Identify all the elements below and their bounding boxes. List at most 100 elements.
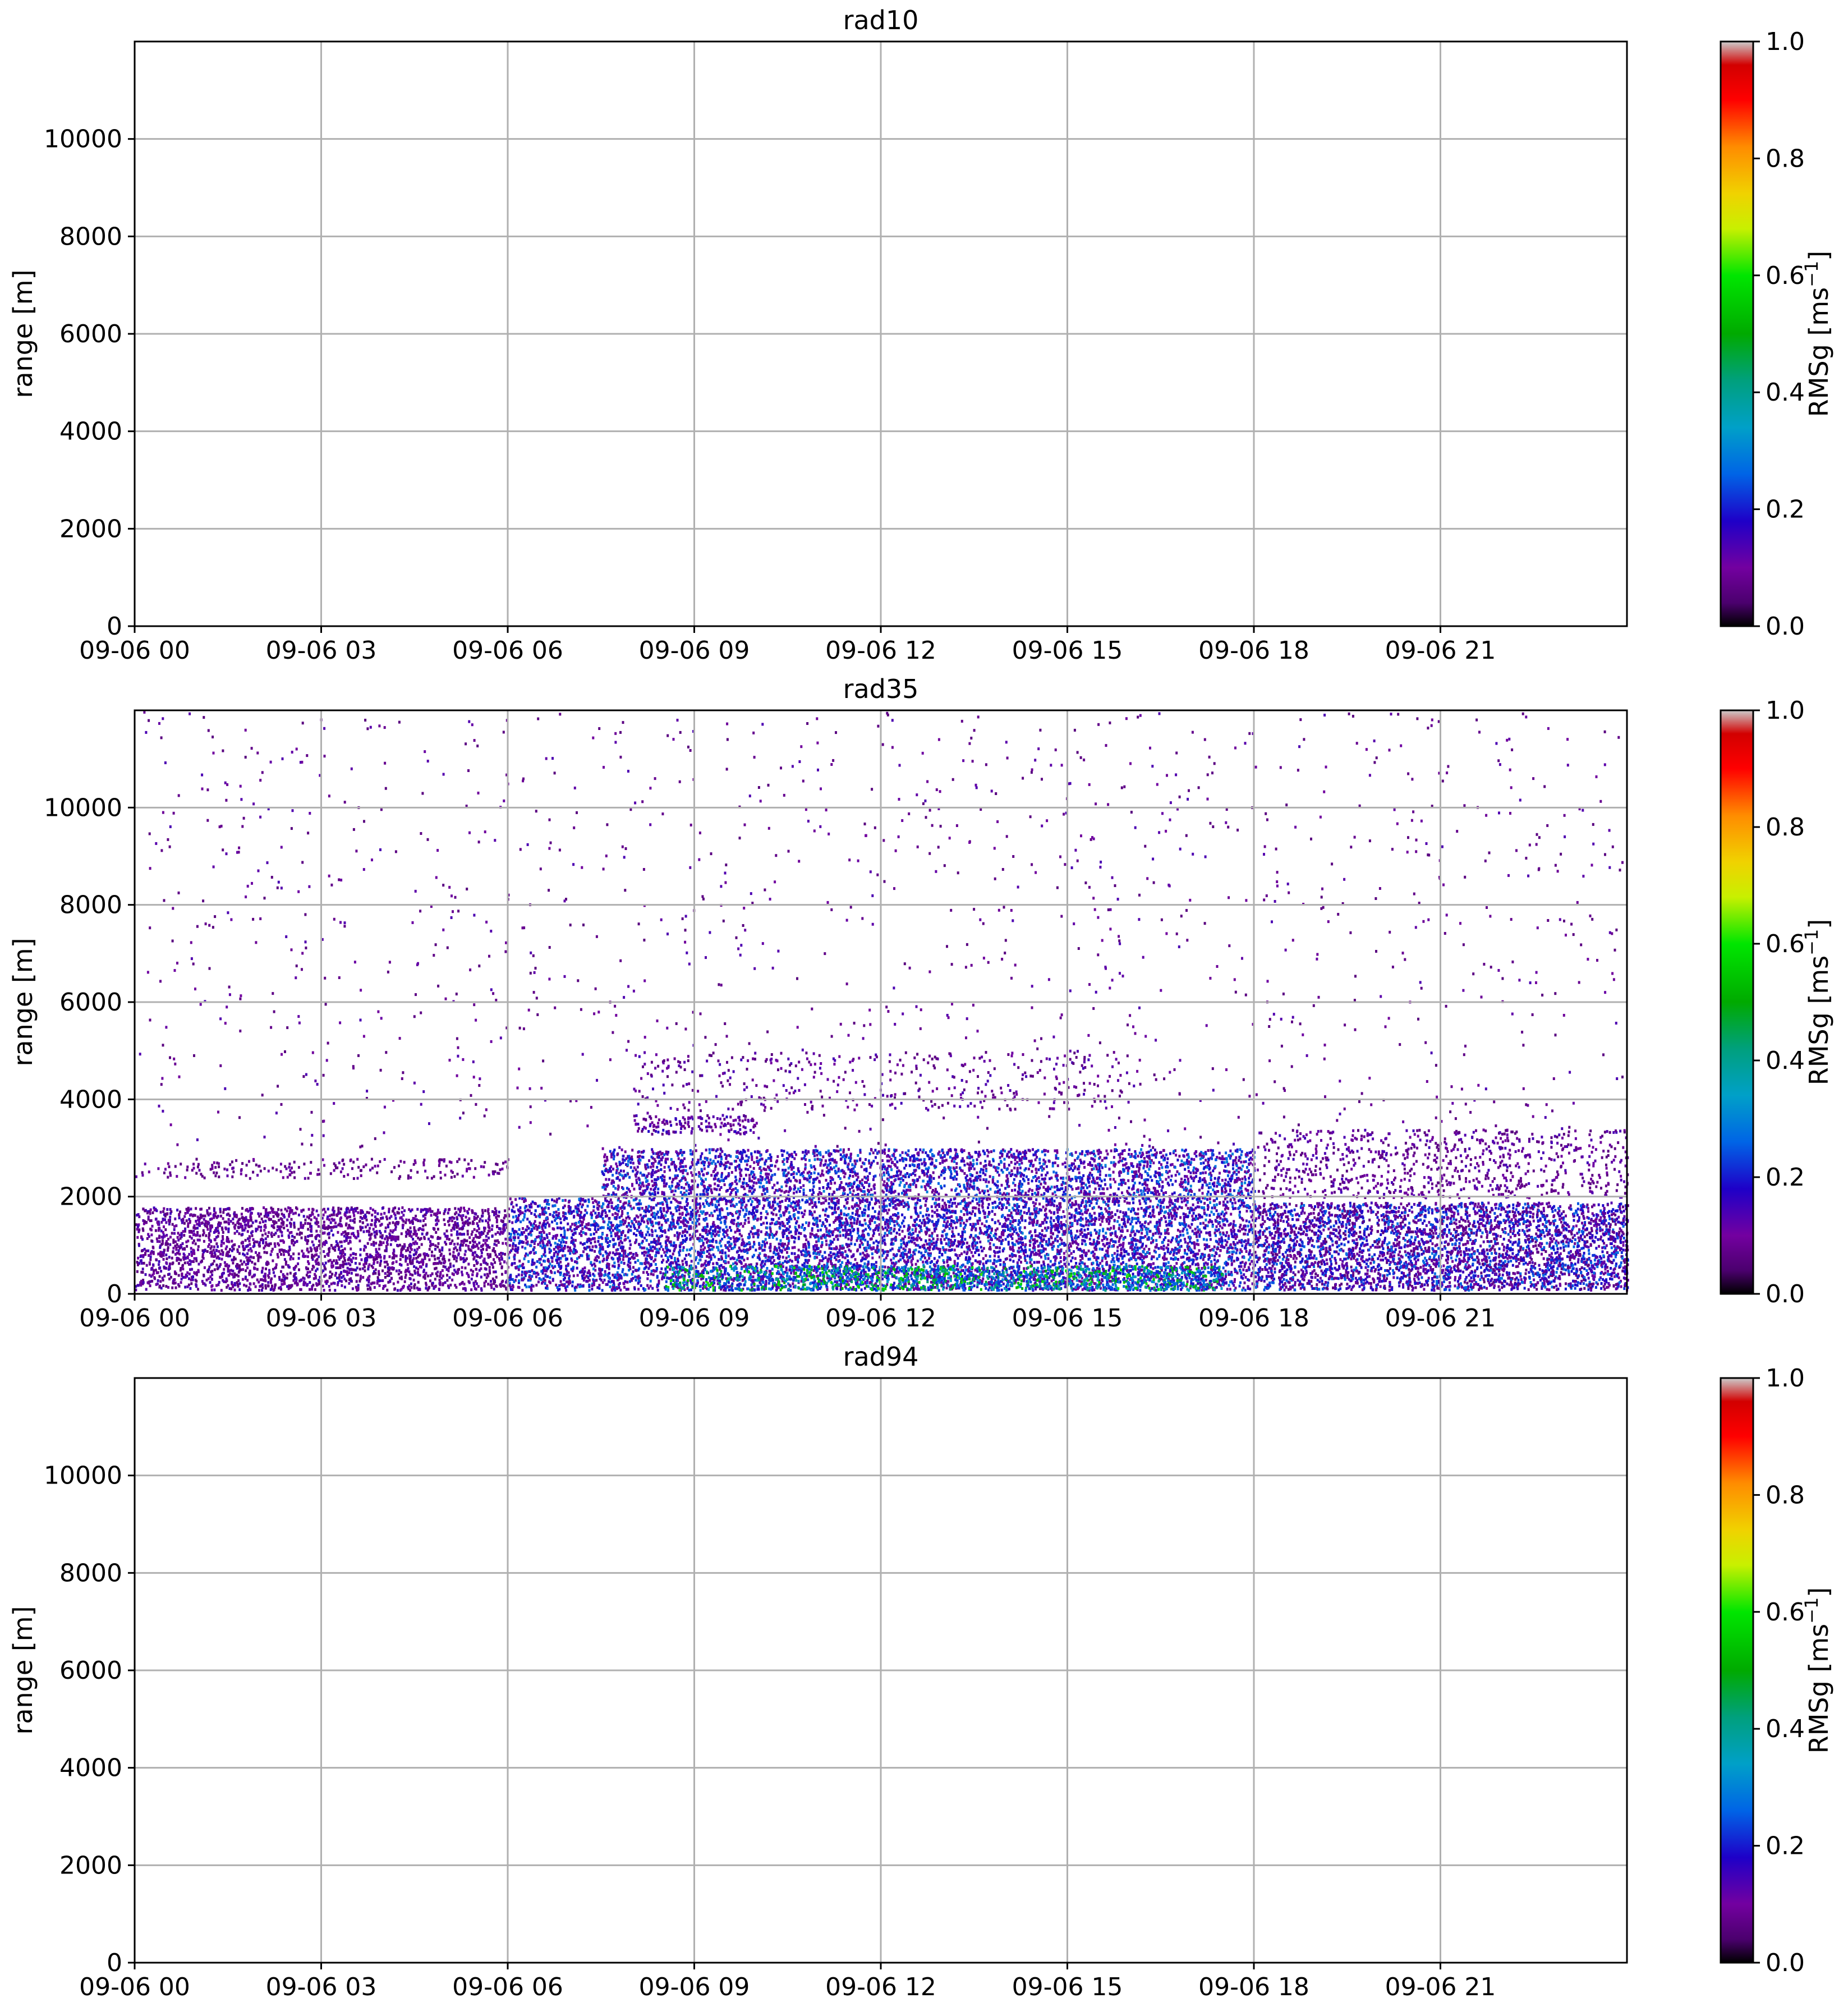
heatmap-cell	[483, 1257, 486, 1261]
heatmap-cell	[1075, 1242, 1078, 1245]
heatmap-cell	[310, 1227, 312, 1230]
heatmap-cell	[435, 1231, 438, 1234]
heatmap-cell	[982, 1269, 985, 1273]
heatmap-cell	[338, 1246, 341, 1249]
heatmap-cell	[1141, 1268, 1143, 1271]
heatmap-cell	[460, 1239, 463, 1243]
heatmap-cell	[311, 1253, 314, 1257]
heatmap-cell	[688, 1233, 691, 1237]
heatmap-cell	[897, 1204, 900, 1207]
heatmap-cell	[343, 1270, 346, 1273]
heatmap-cell	[339, 1266, 342, 1269]
heatmap-cell	[1110, 1280, 1113, 1283]
heatmap-cell	[179, 1269, 182, 1272]
heatmap-cell	[181, 1264, 184, 1267]
heatmap-cell	[583, 1266, 586, 1270]
heatmap-cell	[177, 1249, 180, 1252]
heatmap-cell	[220, 1244, 223, 1247]
colorbar-label-end: ]	[1804, 251, 1834, 261]
heatmap-cell	[822, 1257, 825, 1260]
heatmap-cell	[764, 1238, 767, 1241]
heatmap-cell	[872, 1273, 874, 1276]
heatmap-cell	[1172, 1257, 1175, 1261]
heatmap-cell	[309, 1214, 311, 1218]
heatmap-cell	[738, 1200, 741, 1204]
heatmap-cell	[233, 1283, 236, 1287]
heatmap-cell	[190, 1260, 193, 1263]
heatmap-cell	[227, 1284, 229, 1287]
heatmap-cell	[318, 1262, 320, 1266]
heatmap-cell	[270, 1277, 273, 1280]
heatmap-cell	[277, 1235, 280, 1238]
heatmap-cell	[490, 1283, 493, 1287]
heatmap-cell	[488, 1236, 490, 1239]
heatmap-cell	[457, 1224, 459, 1228]
heatmap-cell	[462, 1287, 465, 1290]
heatmap-cell	[1213, 1204, 1216, 1207]
heatmap-cell	[327, 1207, 329, 1211]
colorbar-tick-label: 0.0	[1766, 612, 1805, 641]
heatmap-cell	[615, 1233, 618, 1236]
heatmap-cell	[796, 1268, 798, 1271]
heatmap-cell	[362, 1230, 365, 1233]
heatmap-cell	[321, 1262, 324, 1265]
heatmap-cell	[290, 1218, 293, 1221]
heatmap-cell	[650, 1223, 653, 1227]
colorbar-gradient	[1721, 42, 1753, 626]
heatmap-cell	[177, 1245, 180, 1248]
heatmap-cell	[487, 1224, 490, 1227]
heatmap-cell	[976, 1241, 978, 1244]
heatmap-cell	[328, 1250, 330, 1253]
heatmap-cell	[1074, 1257, 1077, 1260]
heatmap-cell	[309, 1222, 311, 1225]
heatmap-cell	[367, 1280, 370, 1284]
heatmap-cell	[388, 1269, 390, 1272]
heatmap-cell	[840, 1211, 843, 1214]
heatmap-cell	[1108, 1197, 1111, 1200]
heatmap-cell	[293, 1223, 296, 1227]
heatmap-cell	[415, 1251, 418, 1254]
heatmap-cell	[935, 1247, 938, 1250]
heatmap-cell	[404, 1255, 407, 1258]
heatmap-cell	[337, 1248, 340, 1251]
heatmap-cell	[421, 1209, 424, 1211]
heatmap-cell	[1234, 1224, 1237, 1227]
heatmap-cell	[316, 1246, 319, 1249]
heatmap-cell	[537, 1243, 540, 1246]
heatmap-cell	[823, 1264, 826, 1267]
heatmap-cell	[1038, 1253, 1041, 1257]
heatmap-cell	[166, 1240, 168, 1243]
heatmap-cell	[343, 1278, 346, 1281]
heatmap-cell	[233, 1282, 236, 1285]
heatmap-cell	[384, 1265, 387, 1269]
heatmap-cell	[426, 1288, 429, 1292]
heatmap-cell	[293, 1273, 296, 1276]
heatmap-cell	[160, 1229, 163, 1233]
heatmap-cell	[250, 1211, 252, 1215]
heatmap-cell	[136, 1270, 139, 1273]
heatmap-cell	[427, 1237, 430, 1241]
heatmap-cell	[218, 1280, 220, 1284]
heatmap-cell	[371, 1266, 374, 1269]
heatmap-cell	[227, 1207, 229, 1210]
heatmap-cell	[456, 1226, 458, 1229]
heatmap-cell	[466, 1229, 469, 1233]
heatmap-cell	[304, 1219, 307, 1221]
heatmap-cell	[171, 1223, 174, 1226]
heatmap-cell	[666, 1256, 669, 1259]
heatmap-cell	[408, 1254, 411, 1257]
heatmap-cell	[903, 1201, 906, 1205]
heatmap-cell	[456, 1218, 458, 1221]
heatmap-cell	[189, 1268, 191, 1271]
heatmap-cell	[760, 1211, 762, 1215]
heatmap-cell	[468, 1236, 471, 1239]
heatmap-cell	[168, 1220, 171, 1223]
heatmap-cell	[961, 1275, 963, 1278]
heatmap-cell	[264, 1237, 267, 1241]
heatmap-cell	[206, 1212, 209, 1215]
heatmap-cell	[887, 1266, 890, 1269]
heatmap-cell	[1068, 1249, 1071, 1252]
heatmap-cell	[227, 1230, 230, 1233]
heatmap-cell	[1044, 1234, 1047, 1237]
heatmap-cell	[350, 1253, 352, 1257]
